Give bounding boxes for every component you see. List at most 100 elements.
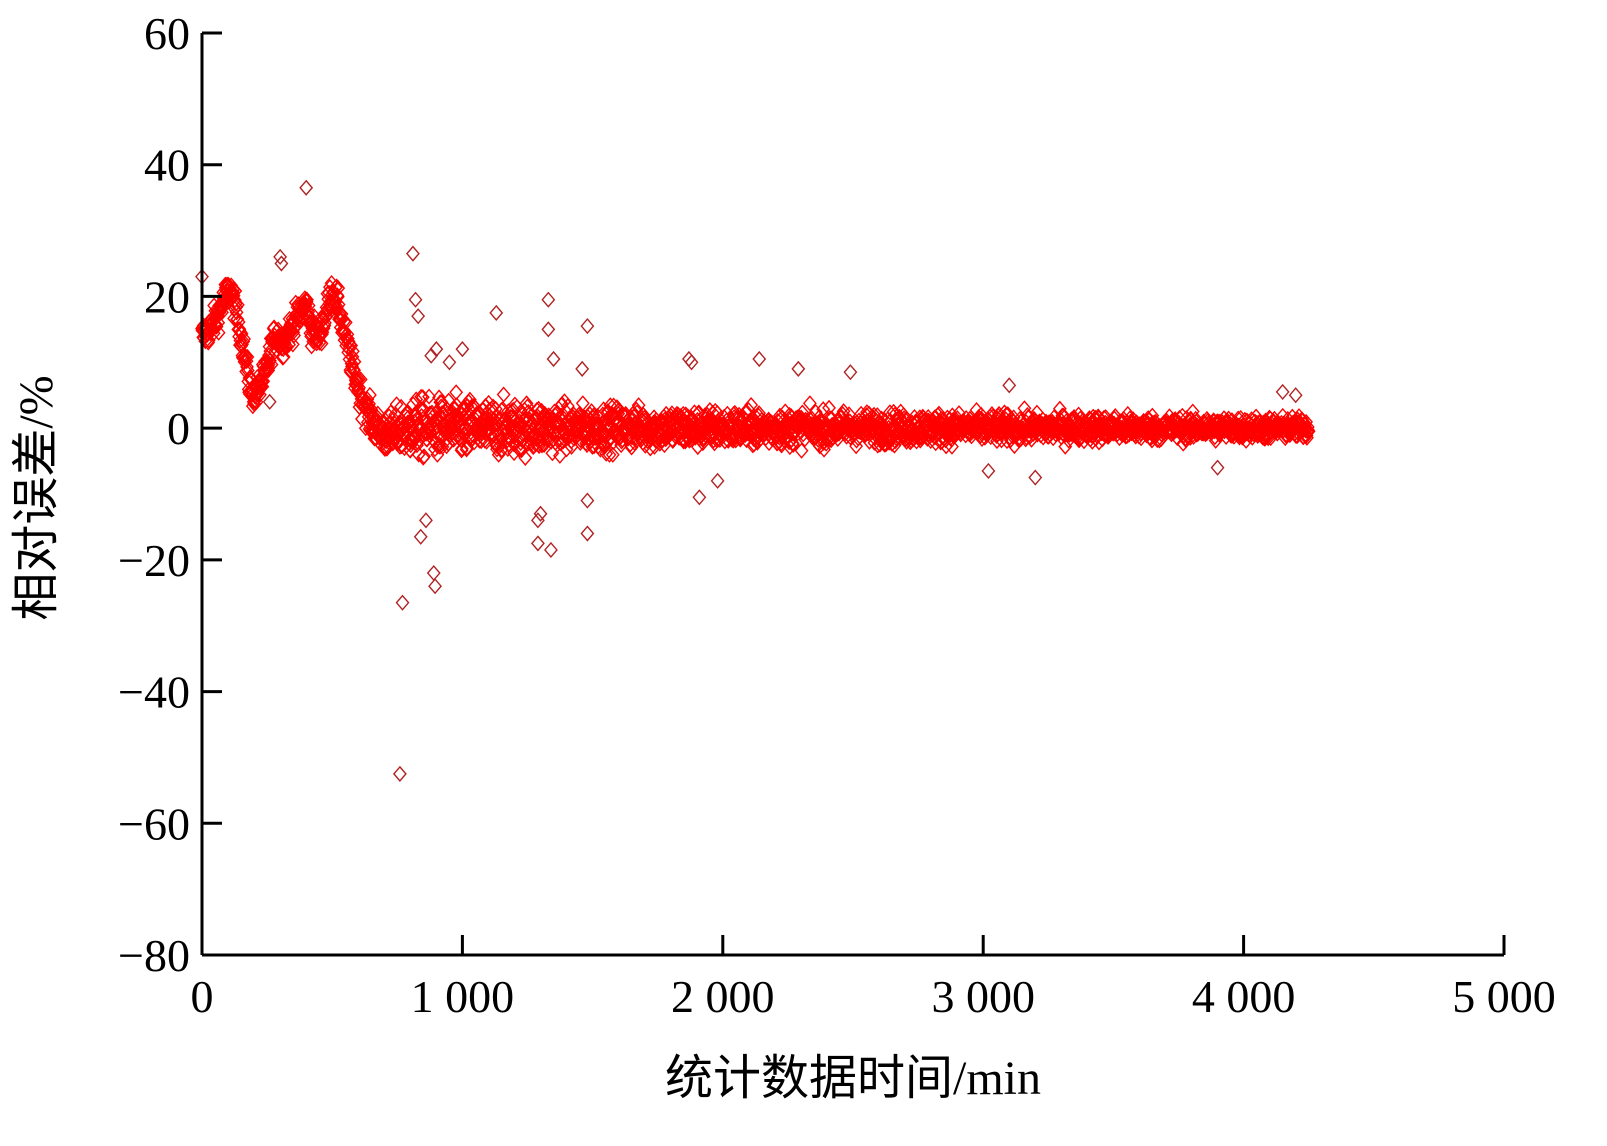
outlier-point xyxy=(392,765,407,782)
data-point xyxy=(490,441,504,458)
data-point xyxy=(331,280,346,297)
data-point xyxy=(330,288,345,305)
data-point xyxy=(264,356,279,373)
data-point xyxy=(285,336,300,353)
data-point xyxy=(337,313,351,330)
data-point xyxy=(624,439,639,456)
data-point xyxy=(260,358,275,375)
outlier-point xyxy=(533,505,548,522)
data-point xyxy=(345,358,359,375)
data-point xyxy=(785,435,800,452)
data-point xyxy=(794,442,809,459)
outlier-point xyxy=(408,291,423,308)
data-point xyxy=(495,441,509,458)
data-point xyxy=(507,444,521,462)
data-point xyxy=(299,293,314,310)
data-point xyxy=(362,386,377,404)
data-point xyxy=(643,440,658,457)
data-point xyxy=(496,386,511,403)
data-point xyxy=(774,435,789,452)
data-point xyxy=(491,446,506,463)
y-tick-label: −40 xyxy=(118,667,190,718)
data-point xyxy=(234,325,249,343)
x-tick-label: 4 000 xyxy=(1192,971,1296,1022)
data-point xyxy=(249,393,264,411)
outlier-point xyxy=(541,321,556,338)
data-point xyxy=(201,334,216,351)
outlier-point xyxy=(580,317,595,335)
outlier-point xyxy=(1002,377,1017,394)
outlier-point xyxy=(406,245,420,262)
data-point xyxy=(1150,432,1165,449)
data-point xyxy=(810,417,825,434)
outlier-point xyxy=(981,462,996,480)
data-point xyxy=(347,353,362,370)
outlier-point xyxy=(413,528,428,545)
outlier-point xyxy=(580,492,595,509)
data-point xyxy=(474,433,489,450)
y-tick-label: −80 xyxy=(118,930,190,981)
data-point xyxy=(944,431,959,448)
data-point xyxy=(211,324,226,341)
data-point xyxy=(351,371,366,388)
outlier-point xyxy=(575,360,590,377)
data-point xyxy=(344,337,359,354)
outlier-point xyxy=(544,541,558,559)
data-point xyxy=(236,333,251,350)
data-point xyxy=(344,355,359,372)
outlier-point xyxy=(684,354,699,371)
data-point xyxy=(314,335,329,352)
data-point xyxy=(676,405,691,422)
data-point xyxy=(629,401,644,418)
data-point xyxy=(209,318,224,335)
outlier-point xyxy=(530,512,545,529)
data-point xyxy=(546,431,561,448)
data-point xyxy=(206,325,221,342)
data-point xyxy=(389,396,404,413)
data-point xyxy=(287,327,301,344)
outlier-point xyxy=(419,512,433,529)
data-point xyxy=(518,449,533,466)
data-point xyxy=(208,316,223,333)
outlier-point xyxy=(580,525,595,542)
data-point xyxy=(211,314,226,331)
y-tick-label: 20 xyxy=(144,271,190,322)
data-point xyxy=(237,330,252,348)
data-point xyxy=(545,445,560,462)
outlier-point xyxy=(541,291,556,308)
data-point xyxy=(882,404,897,421)
data-point xyxy=(417,448,431,465)
data-point xyxy=(289,317,304,334)
data-point xyxy=(459,441,474,458)
data-point xyxy=(802,395,817,412)
outlier-point xyxy=(273,248,288,265)
data-point xyxy=(380,440,394,457)
data-point xyxy=(238,348,253,365)
data-point xyxy=(584,403,599,420)
data-point xyxy=(1301,423,1316,440)
outlier-point xyxy=(843,364,858,381)
data-point xyxy=(278,339,293,356)
data-point xyxy=(479,433,494,450)
x-tick-label: 5 000 xyxy=(1452,971,1556,1022)
x-tick-label: 2 000 xyxy=(671,971,775,1022)
data-point xyxy=(1058,438,1073,455)
outlier-point xyxy=(274,255,289,272)
data-point xyxy=(467,434,481,451)
data-point xyxy=(1300,418,1315,436)
data-point xyxy=(747,436,761,453)
data-point xyxy=(744,396,759,414)
data-point xyxy=(435,438,450,455)
outlier-point xyxy=(710,472,725,489)
outlier-point xyxy=(489,304,504,321)
y-tick-label: −60 xyxy=(118,798,190,849)
data-point xyxy=(345,343,360,360)
data-point xyxy=(1221,410,1236,427)
data-point xyxy=(229,304,244,321)
x-tick-label: 1 000 xyxy=(411,971,515,1022)
data-point xyxy=(412,400,427,417)
outlier-point xyxy=(530,535,545,552)
y-axis-title: 相对误差/% xyxy=(10,375,63,620)
data-point xyxy=(230,311,245,328)
